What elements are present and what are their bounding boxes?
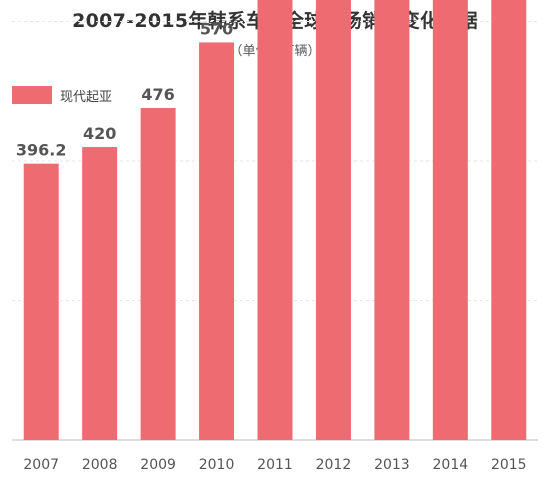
value-label-2007: 396.2 [16,141,67,160]
value-label-2009: 476 [141,85,174,104]
bar-2015 [491,0,527,441]
bar-2007 [23,163,59,440]
x-tick-2009: 2009 [140,457,176,473]
bar-2010 [199,42,235,441]
x-tick-2012: 2012 [316,457,352,473]
legend-swatch [12,86,52,104]
bar-2011 [257,0,293,440]
x-tick-2011: 2011 [257,457,293,473]
value-label-2008: 420 [83,124,116,143]
value-label-2010: 570 [200,19,233,38]
bar-2008 [82,147,118,441]
bar-2014 [432,0,468,440]
bar-2013 [374,0,410,440]
x-tick-2014: 2014 [433,457,469,473]
x-tick-2015: 2015 [491,457,527,473]
legend-label: 现代起亚 [60,89,113,105]
x-tick-2010: 2010 [199,457,235,473]
bar-2009 [140,107,176,441]
x-tick-2007: 2007 [23,457,59,473]
bar-2012 [315,0,351,441]
legend: 现代起亚 [12,86,113,105]
x-tick-2008: 2008 [82,457,118,473]
x-tick-2013: 2013 [374,457,410,473]
